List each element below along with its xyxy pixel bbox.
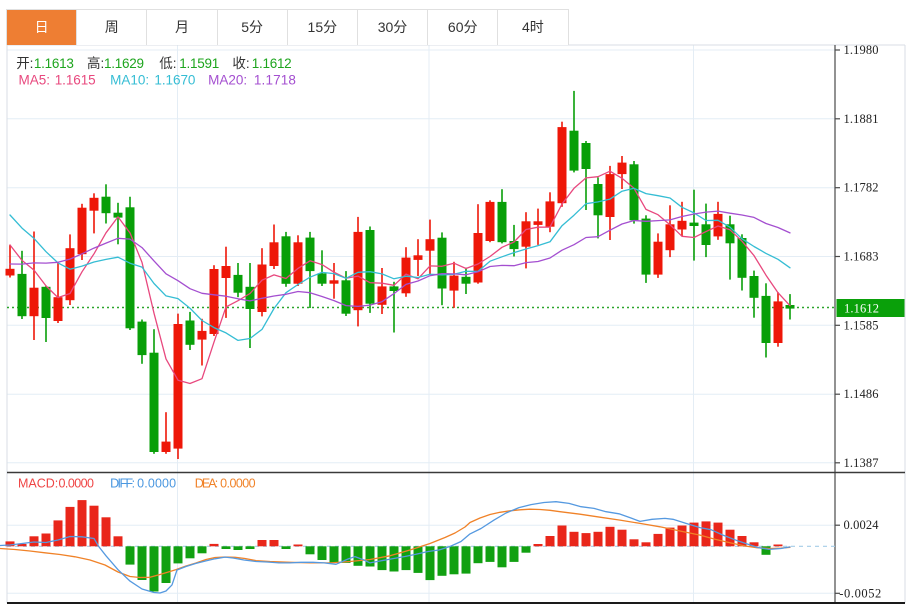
svg-text:1.1387: 1.1387 (844, 456, 879, 470)
svg-text:1.1585: 1.1585 (844, 318, 879, 332)
svg-text:1.1613: 1.1613 (34, 56, 74, 71)
svg-text:1.1718: 1.1718 (254, 73, 296, 88)
svg-text:0.0000: 0.0000 (137, 477, 176, 491)
svg-text:1.1782: 1.1782 (844, 181, 879, 195)
svg-text:DEA:: DEA: (195, 477, 219, 491)
svg-text:1.1881: 1.1881 (844, 112, 879, 126)
svg-text:0.0024: 0.0024 (844, 518, 880, 532)
svg-text:0.0000: 0.0000 (59, 477, 95, 491)
svg-text:MACD:: MACD: (18, 477, 58, 491)
svg-text:开:: 开: (16, 56, 33, 71)
svg-text:1.1683: 1.1683 (844, 250, 879, 264)
svg-text:1.1980: 1.1980 (844, 43, 879, 57)
svg-text:1.1670: 1.1670 (154, 73, 195, 88)
svg-text:0.0000: 0.0000 (220, 477, 256, 491)
svg-text:高:: 高: (87, 55, 104, 71)
svg-text:1.1591: 1.1591 (179, 56, 219, 71)
svg-text:低:: 低: (159, 56, 176, 71)
svg-text:-0.0052: -0.0052 (839, 586, 881, 600)
svg-text:DIFF:: DIFF: (110, 477, 135, 491)
svg-text:MA10:: MA10: (110, 73, 149, 88)
svg-text:1.1629: 1.1629 (104, 56, 144, 71)
svg-text:1.1612: 1.1612 (844, 302, 879, 316)
svg-text:1.1612: 1.1612 (252, 56, 292, 71)
svg-text:收:: 收: (232, 56, 249, 71)
svg-text:MA20:: MA20: (208, 73, 247, 88)
svg-text:1.1486: 1.1486 (844, 387, 879, 401)
svg-text:MA5:: MA5: (19, 73, 51, 88)
svg-text:1.1615: 1.1615 (55, 73, 96, 88)
